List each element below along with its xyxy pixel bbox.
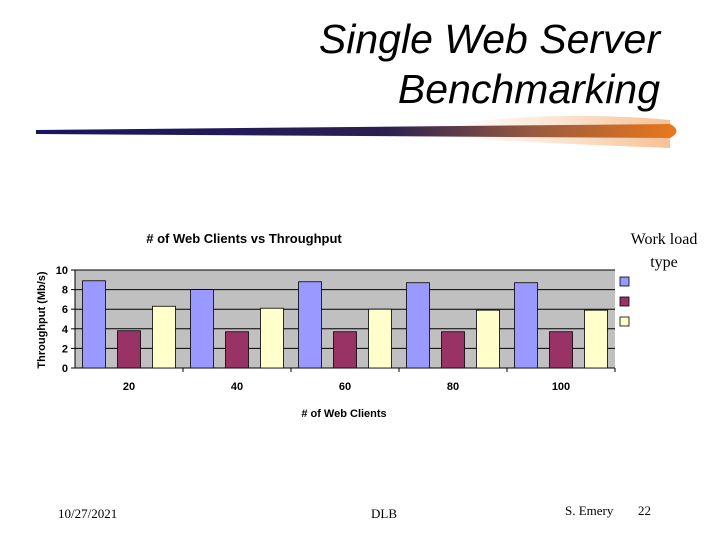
bar-mixed-40 (260, 307, 284, 369)
bar-cgi-80 (441, 331, 465, 369)
footer-org: DLB (371, 506, 397, 521)
bar-html-100 (514, 282, 538, 369)
chart-title: # of Web Clients vs Throughput (146, 231, 342, 246)
y-tick-label: 8 (62, 285, 68, 297)
title-line-1: Single Web Server (318, 16, 660, 62)
bar-chart: # of Web Clients vs Throughput Throughpu… (36, 231, 664, 420)
y-tick-label: 2 (62, 343, 68, 355)
y-tick-label: 10 (56, 265, 68, 277)
workload-type-note: Work load type (630, 231, 698, 271)
slide-title: Single Web Server Benchmarking (60, 14, 660, 114)
bar-html-20 (82, 280, 106, 369)
bar-cgi-100 (549, 331, 573, 369)
x-axis-label: # of Web Clients (301, 408, 386, 420)
bar-mixed-20 (152, 305, 176, 369)
bar-html-60 (298, 281, 322, 369)
bar-cgi-40 (225, 331, 249, 369)
y-tick-label: 0 (62, 363, 68, 375)
chart-area: # of Web Clients vs Throughput Throughpu… (30, 220, 664, 420)
y-tick-label: 4 (62, 324, 69, 336)
title-line-2: Benchmarking (397, 66, 660, 112)
bar-mixed-60 (368, 308, 392, 369)
bar-cgi-20 (117, 330, 141, 369)
bar-html-40 (190, 289, 214, 369)
legend-swatch-mixed (619, 316, 630, 327)
y-axis-label: Throughput (Mb/s) (36, 271, 48, 368)
footer-author: S. Emery (565, 503, 614, 518)
bar-html-80 (406, 282, 430, 369)
x-tick-label: 20 (123, 381, 135, 393)
bar-cgi-60 (333, 331, 357, 369)
footer-date: 10/27/2021 (58, 506, 118, 521)
legend-swatch-html (619, 276, 630, 287)
x-tick-label: 80 (447, 381, 459, 393)
legend-swatch-cgi (619, 296, 630, 307)
x-tick-label: 100 (552, 381, 570, 393)
title-underline-bar (36, 115, 677, 148)
x-tick-label: 40 (231, 381, 243, 393)
x-tick-label: 60 (339, 381, 351, 393)
bar-mixed-100 (584, 309, 608, 369)
bar-mixed-80 (476, 309, 500, 369)
y-tick-label: 6 (62, 304, 68, 316)
footer-page-number: 22 (638, 503, 651, 518)
